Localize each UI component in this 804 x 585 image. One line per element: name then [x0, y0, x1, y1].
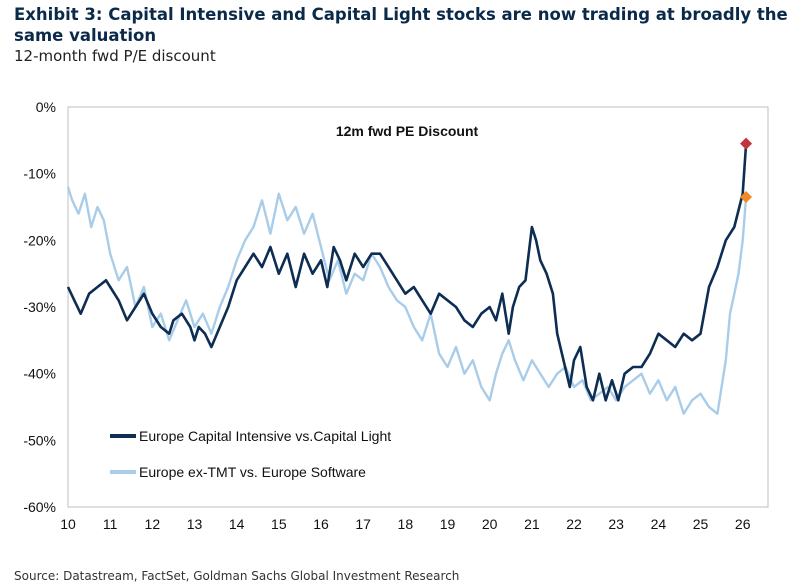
legend-label-2: Europe ex-TMT vs. Europe Software [139, 464, 366, 480]
x-tick-label: 12 [145, 516, 161, 532]
series-layer [66, 137, 753, 415]
x-tick-label: 16 [313, 516, 329, 532]
source-note: Source: Datastream, FactSet, Goldman Sac… [14, 569, 460, 583]
y-tick-label: -40% [23, 366, 56, 382]
x-tick-label: 15 [271, 516, 287, 532]
x-tick-label: 17 [355, 516, 371, 532]
x-tick-label: 22 [566, 516, 582, 532]
x-tick-label: 13 [187, 516, 203, 532]
x-tick-label: 26 [735, 516, 751, 532]
series-end-marker-1 [740, 137, 753, 150]
x-tick-label: 24 [651, 516, 667, 532]
x-tick-label: 23 [608, 516, 624, 532]
exhibit-subtitle: 12-month fwd P/E discount [14, 47, 216, 65]
x-tick-label: 11 [103, 516, 118, 532]
y-tick-label: -50% [23, 432, 56, 448]
series-line-1 [66, 143, 748, 402]
x-tick-label: 14 [229, 516, 245, 532]
series-end-marker-2 [740, 191, 753, 203]
y-tick-label: -30% [23, 299, 56, 315]
x-tick-label: 19 [440, 516, 456, 532]
plot-area-frame [67, 106, 769, 508]
legend-label-1: Europe Capital Intensive vs.Capital Ligh… [139, 428, 391, 444]
y-axis: 0% -10% -20% -30% -40% -50% -60% [23, 99, 56, 515]
y-tick-label: 0% [36, 99, 56, 115]
chart-title: 12m fwd PE Discount [336, 123, 479, 139]
x-tick-label: 25 [693, 516, 709, 532]
y-tick-label: -20% [23, 232, 56, 248]
y-tick-label: -10% [23, 166, 56, 182]
x-tick-label: 21 [524, 516, 540, 532]
legend: Europe Capital Intensive vs.Capital Ligh… [110, 428, 391, 480]
x-tick-label: 18 [398, 516, 414, 532]
x-tick-label: 20 [482, 516, 498, 532]
x-axis: 10 11 12 13 14 15 16 17 18 19 20 21 22 23 24 25 26 [60, 516, 750, 532]
y-tick-label: -60% [23, 499, 56, 515]
exhibit-title: Exhibit 3: Capital Intensive and Capital… [14, 5, 788, 45]
series-line-2 [66, 186, 748, 415]
x-tick-label: 10 [60, 516, 76, 532]
